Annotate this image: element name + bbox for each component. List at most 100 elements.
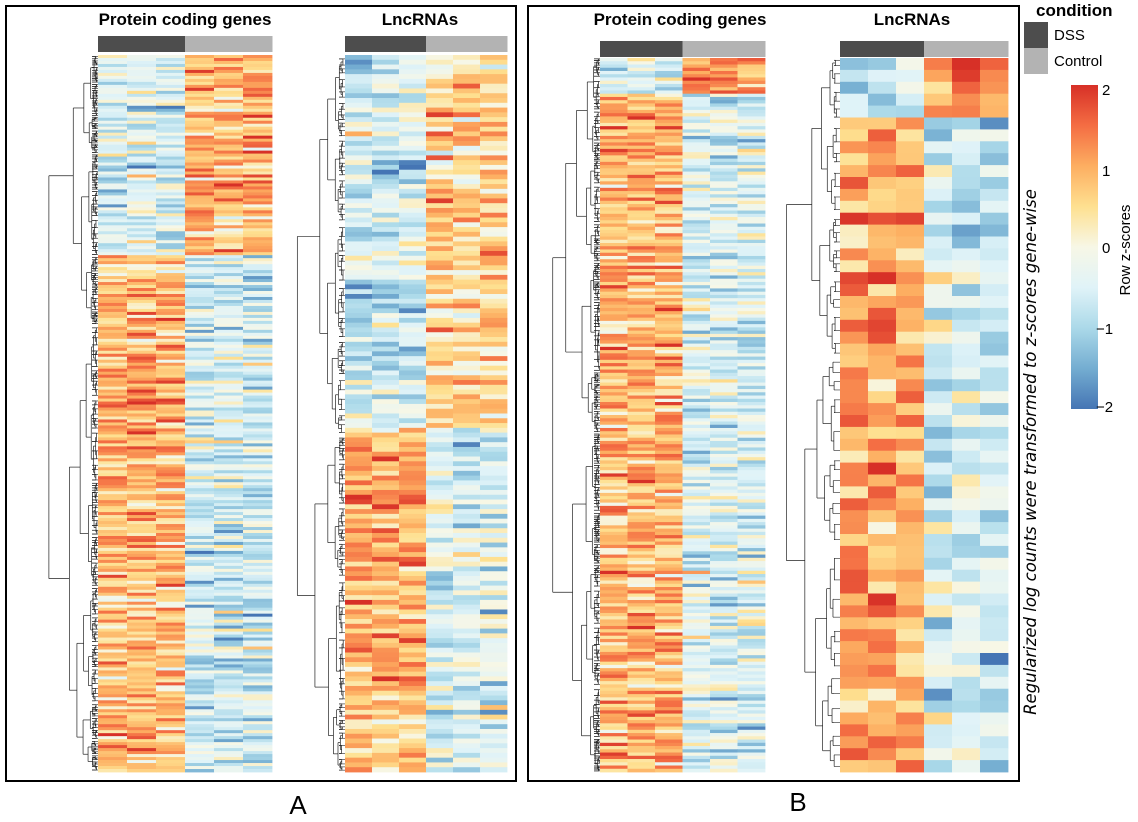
- panel-b-protein-cell: [600, 661, 628, 666]
- panel-a-protein-cell: [243, 138, 273, 143]
- panel-b-protein-cell: [600, 622, 628, 627]
- panel-a-protein-cell: [185, 452, 215, 456]
- panel-b-protein-cell: [710, 281, 738, 286]
- panel-b-protein-cell: [655, 700, 683, 705]
- panel-b-protein-cell: [737, 645, 766, 650]
- panel-b-protein-cell: [627, 376, 656, 380]
- panel-a-protein-cell: [185, 141, 215, 146]
- panel-a-protein-cell: [243, 93, 273, 98]
- panel-a-lncrna-cell: [399, 193, 427, 199]
- panel-b-protein-cell: [682, 541, 711, 546]
- panel-b-protein-cell: [682, 551, 711, 555]
- panel-a-lncrna-cell: [399, 327, 427, 333]
- panel-a-protein-cell: [127, 105, 157, 110]
- panel-b-protein-cell: [655, 285, 683, 289]
- panel-b-protein-cell: [682, 340, 711, 344]
- panel-a-lncrna-cell: [372, 322, 400, 328]
- panel-a-protein-cell: [127, 237, 157, 241]
- panel-a-protein-cell: [98, 353, 128, 358]
- panel-a-lncrna-cell: [480, 470, 508, 477]
- panel-a-lncrna-cell: [426, 83, 454, 89]
- panel-b-protein-cell: [737, 564, 766, 568]
- panel-a-protein-cell: [127, 697, 157, 701]
- panel-a-lncrna-cell: [426, 676, 454, 682]
- panel-a-protein-cell: [214, 270, 244, 274]
- panel-a-protein-cell: [243, 440, 273, 444]
- panel-b-protein-cell: [600, 638, 628, 643]
- panel-b-protein-cell: [655, 340, 683, 344]
- panel-a-protein-cell: [243, 276, 273, 280]
- panel-a-lncrna-cell: [372, 709, 400, 716]
- panel-b-protein-cell: [655, 350, 683, 354]
- panel-b-protein-cell: [655, 473, 683, 478]
- panel-a-protein-cell: [127, 114, 157, 119]
- panel-a-protein-cell: [156, 225, 186, 229]
- panel-b-protein-cell: [710, 658, 738, 663]
- panel-a-protein-cell: [127, 180, 157, 184]
- panel-b-protein-cell: [600, 570, 628, 575]
- panel-b-protein-cell: [737, 83, 766, 88]
- panel-b-protein-cell: [737, 132, 766, 137]
- panel-b-protein-cell: [627, 661, 656, 666]
- panel-a-protein-cell: [214, 721, 244, 725]
- panel-a-lncrna-cell: [372, 317, 400, 324]
- panel-a-protein-cell: [185, 323, 215, 328]
- panel-a-lncrna-cell: [426, 733, 454, 739]
- panel-b-protein-cell: [737, 479, 766, 484]
- panel-a-lncrna-cell: [345, 427, 373, 434]
- panel-a-protein-cell: [214, 586, 244, 591]
- panel-b-protein-cell: [682, 509, 711, 513]
- panel-b-protein-cell: [737, 674, 766, 679]
- panel-b-protein-cell: [655, 70, 683, 75]
- panel-a-lncrna-cell: [426, 466, 454, 472]
- panel-a-protein-cell: [98, 679, 128, 683]
- panel-a-protein-cell: [156, 237, 186, 241]
- panel-a-protein-cell: [98, 335, 128, 340]
- panel-a-lncrna-cell: [453, 528, 481, 534]
- panel-b-protein-cell: [627, 619, 656, 624]
- panel-a-lncrna-cell: [453, 274, 481, 281]
- panel-a-protein-cell: [214, 213, 244, 217]
- panel-b-protein-cell: [682, 333, 711, 338]
- panel-a-protein-cell: [98, 84, 128, 89]
- panel-a-lncrna-cell: [372, 102, 400, 108]
- panel-b-protein-cell: [682, 450, 711, 455]
- panel-a-protein-cell: [214, 643, 244, 647]
- panel-a-protein-cell: [185, 174, 215, 178]
- panel-a-lncrna-cell: [453, 657, 481, 663]
- panel-a-protein-cell: [98, 347, 128, 352]
- panel-a-protein-cell: [127, 691, 157, 695]
- panel-b-protein-cell: [627, 671, 656, 676]
- panel-a-protein-cell: [98, 524, 128, 528]
- panel-a-protein-cell: [98, 527, 128, 531]
- panel-a-protein-cell: [243, 147, 273, 151]
- panel-a-lncrna-cell: [372, 212, 400, 218]
- panel-a-protein-cell: [185, 476, 215, 480]
- panel-a-protein-cell: [185, 392, 215, 396]
- panel-b-protein-cell: [627, 207, 656, 211]
- panel-a-lncrna-cell: [372, 724, 400, 730]
- panel-a-lncrna-cell: [426, 193, 454, 199]
- panel-b-protein-cell: [627, 690, 656, 695]
- panel-b-protein-cell: [710, 184, 738, 189]
- panel-b-protein-cell: [710, 622, 738, 627]
- panel-b-protein-cell: [682, 285, 711, 289]
- panel-a-protein-cell: [98, 682, 128, 686]
- panel-a-protein-cell: [185, 368, 215, 373]
- panel-a-protein-cell: [214, 754, 244, 758]
- panel-b-protein-cell: [737, 213, 766, 218]
- panel-a-lncrna-cell: [426, 566, 454, 572]
- panel-a-protein-cell: [185, 446, 215, 450]
- panel-a-lncrna-cell: [426, 666, 454, 673]
- panel-b-protein-cell: [710, 67, 738, 72]
- panel-b-protein-cell: [600, 337, 628, 341]
- panel-a-protein-condition-cell: [156, 36, 186, 52]
- panel-a-protein-cell: [127, 595, 157, 600]
- panel-a-protein-cell: [98, 81, 128, 86]
- panel-a-lncrna-cell: [372, 341, 400, 347]
- panel-a-protein-cell: [214, 727, 244, 731]
- panel-a-lncrna-cell: [372, 327, 400, 333]
- panel-b-protein-cell: [655, 291, 683, 296]
- panel-b-protein-cell: [737, 265, 766, 270]
- panel-a-protein-cell: [98, 102, 128, 107]
